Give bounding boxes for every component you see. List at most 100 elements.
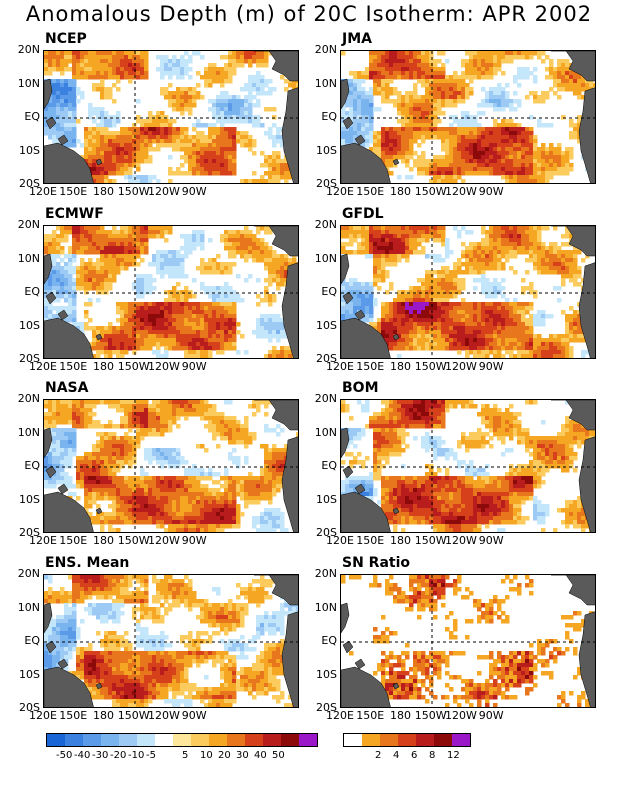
lat-label: EQ: [24, 459, 40, 472]
colorbar-swatch: [380, 734, 398, 746]
land-mass: [44, 253, 53, 285]
map-panel-ecmwf: [43, 225, 299, 359]
lon-label: 180: [389, 534, 411, 547]
lat-label: EQ: [24, 285, 40, 298]
colorbar-swatch: [209, 734, 227, 746]
map-field-ens-mean: [44, 575, 298, 707]
lat-label: 20S: [316, 701, 337, 714]
land-mass: [341, 427, 350, 459]
lon-label: 180: [389, 709, 411, 722]
lat-label: 10N: [314, 425, 337, 439]
lat-label: 20N: [314, 43, 337, 56]
lat-label: 10N: [314, 76, 337, 90]
colorbar-label: 40: [254, 750, 267, 761]
colorbar-swatch: [173, 734, 191, 746]
lat-label: 10S: [19, 318, 40, 332]
map-panel-nasa: [43, 399, 299, 533]
figure-title: Anomalous Depth (m) of 20C Isotherm: APR…: [25, 2, 593, 26]
land-mass: [57, 658, 69, 670]
panel-title-ecmwf: ECMWF: [45, 206, 104, 222]
lat-label: 20S: [19, 352, 40, 365]
panel-title-bom: BOM: [342, 380, 379, 396]
lon-label: 90W: [478, 185, 504, 198]
lat-label: 20N: [314, 567, 337, 580]
land-mass: [57, 134, 69, 146]
lat-label: 20S: [316, 352, 337, 365]
land-mass: [44, 142, 94, 183]
land-mass: [578, 87, 595, 183]
map-field-nasa: [44, 400, 298, 532]
lon-label: 90W: [478, 709, 504, 722]
lon-label: 90W: [181, 709, 207, 722]
map-panel-sn-ratio: [340, 574, 596, 708]
panel-title-sn-ratio: SN Ratio: [342, 555, 411, 571]
lon-label: 120W: [445, 185, 477, 198]
lon-label: 120E: [29, 709, 57, 722]
colorbar-swatch: [344, 734, 362, 746]
land-mass: [392, 507, 400, 515]
lon-label: 90W: [181, 185, 207, 198]
colorbar-swatch: [83, 734, 101, 746]
lat-label: EQ: [24, 110, 40, 123]
lat-label: 10N: [17, 76, 40, 90]
land-mass: [44, 602, 53, 634]
colorbar-swatch: [263, 734, 281, 746]
colorbar-swatch: [362, 734, 380, 746]
colorbar-swatch: [137, 734, 155, 746]
lat-label: 20N: [17, 218, 40, 231]
lat-label: 20S: [19, 177, 40, 190]
colorbar-label: 20: [218, 750, 231, 761]
map-field-gfdl: [341, 226, 595, 358]
colorbar-label: 10: [200, 750, 213, 761]
lon-label: 150E: [59, 185, 88, 198]
land-mass: [44, 666, 94, 707]
lon-label: 120W: [445, 709, 477, 722]
lon-label: 120E: [326, 534, 354, 547]
lon-label: 90W: [181, 534, 207, 547]
colorbar-swatch: [155, 734, 173, 746]
lat-label: EQ: [24, 634, 40, 647]
lon-label: 150W: [117, 709, 150, 722]
land-mass: [354, 134, 366, 146]
lat-label: 20S: [19, 526, 40, 539]
lat-label: 10N: [314, 600, 337, 614]
lat-label: 10S: [19, 492, 40, 506]
map-field-sn-ratio: [341, 575, 595, 707]
colorbar-swatch: [452, 734, 470, 746]
panel-title-gfdl: GFDL: [342, 206, 384, 222]
lat-label: 10S: [19, 143, 40, 157]
lon-label: 150E: [356, 709, 385, 722]
lat-label: 10S: [316, 492, 337, 506]
land-mass: [551, 226, 595, 257]
lat-label: 20S: [316, 526, 337, 539]
colorbar-label: 30: [236, 750, 249, 761]
land-mass: [392, 682, 400, 690]
colorbar-label: 4: [393, 750, 400, 761]
colorbar-swatch: [416, 734, 434, 746]
lat-label: 20N: [17, 392, 40, 405]
land-mass: [44, 78, 53, 110]
lat-label: 10N: [17, 251, 40, 265]
colorbar-label: -30: [92, 750, 109, 761]
land-mass: [392, 158, 400, 166]
land-mass: [341, 253, 350, 285]
map-panel-ens-mean: [43, 574, 299, 708]
land-mass: [341, 142, 391, 183]
lon-label: 180: [389, 360, 411, 373]
lon-label: 120E: [29, 534, 57, 547]
lon-label: 120E: [326, 185, 354, 198]
colorbar-label: 12: [447, 750, 460, 761]
colorbar-label: 2: [375, 750, 382, 761]
colorbar-swatch: [119, 734, 137, 746]
lon-label: 150W: [414, 709, 447, 722]
colorbar-label: -40: [74, 750, 91, 761]
lat-label: EQ: [321, 459, 337, 472]
land-mass: [281, 611, 298, 707]
lon-label: 120W: [148, 534, 180, 547]
lon-label: 90W: [478, 360, 504, 373]
lat-label: 10S: [316, 318, 337, 332]
colorbar-swatch: [191, 734, 209, 746]
land-mass: [95, 158, 103, 166]
land-mass: [254, 51, 298, 82]
lat-label: 20S: [316, 177, 337, 190]
